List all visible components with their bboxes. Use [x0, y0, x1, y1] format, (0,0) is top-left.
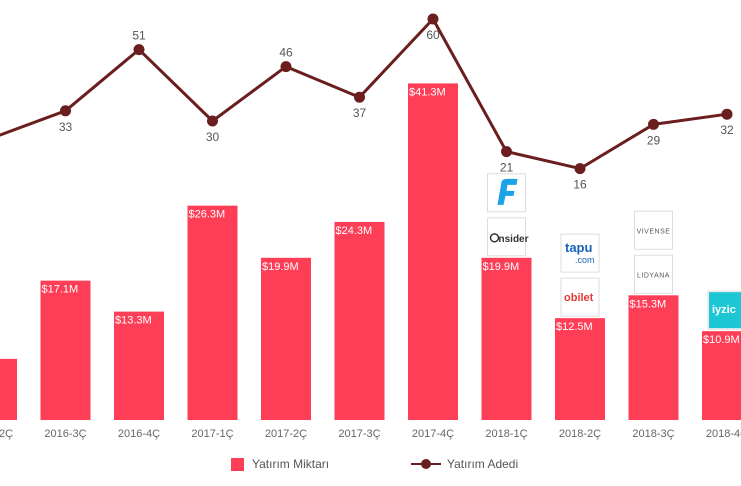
count-label: 46: [279, 46, 293, 60]
bar-value-label: $26.3M: [189, 209, 226, 221]
count-label: 30: [206, 130, 220, 144]
logo-frame: [560, 277, 600, 317]
logo-tapu-text: tapu: [565, 240, 593, 255]
logo-obilet-text: obilet: [564, 292, 594, 304]
bar: [187, 205, 238, 420]
count-point: [501, 146, 512, 158]
legend-item-bar: Yatırım Miktarı: [231, 457, 329, 471]
count-label: 32: [720, 123, 734, 137]
count-point: [427, 13, 439, 25]
count-point: [574, 163, 586, 175]
legend-line-label: Yatırım Adedi: [447, 457, 519, 471]
company-logo: VIVENSE: [634, 210, 673, 250]
category-label: 2017-4Ç: [412, 428, 454, 440]
bar-value-label: $10.9M: [703, 334, 740, 346]
category-label: 2018-1Ç: [485, 428, 527, 440]
count-label: 29: [647, 133, 661, 147]
logo-f-mark: [497, 178, 518, 205]
count-label: 21: [500, 161, 514, 175]
bar: [40, 280, 91, 420]
bar-value-label: $12.5M: [556, 321, 593, 333]
logo-frame: [487, 217, 526, 257]
company-logo: iyzic: [707, 290, 741, 330]
logo-wordmark: VIVENSE: [637, 228, 671, 235]
legend-item-line: Yatırım Adedi: [411, 457, 518, 471]
logo-iyzico-text: iyzic: [712, 304, 736, 316]
logo-iyzico-bg: [709, 292, 741, 329]
bar: [555, 318, 605, 420]
legend: Yatırım Miktarı Yatırım Adedi: [0, 457, 741, 477]
bar: [114, 311, 164, 420]
bar: [261, 257, 311, 420]
company-logo: tapu.com: [560, 233, 600, 273]
count-point: [133, 44, 145, 56]
count-label: 60: [426, 28, 440, 42]
bar: [334, 221, 385, 420]
logo-insider-text: nsider: [499, 234, 529, 245]
bar-value-label: $15.3M: [630, 298, 667, 310]
bar: [408, 83, 458, 420]
bar-value-label: $24.3M: [336, 225, 373, 237]
labels-layer: 2533513046376021162932: [59, 28, 734, 192]
category-label: 2017-3Ç: [338, 428, 380, 440]
count-point: [721, 108, 733, 120]
company-logo: LIDYANA: [634, 254, 673, 294]
count-point: [354, 91, 365, 103]
company-logo: nsider: [487, 217, 529, 257]
logos-layer: nsider tapu.com obilet VIVENSE LIDYANA iyzic: [487, 173, 741, 330]
count-label: 37: [353, 106, 367, 120]
bar: [0, 358, 17, 420]
company-logo: [487, 173, 526, 213]
category-label: 2016-4Ç: [118, 428, 160, 440]
bar-value-label: $19.9M: [262, 261, 299, 273]
bar-value-label: $41.3M: [409, 86, 446, 98]
category-label: 2017-1Ç: [191, 428, 233, 440]
logo-frame: [560, 233, 600, 273]
legend-bar-swatch: [231, 457, 244, 471]
count-point: [60, 105, 71, 117]
category-label: 2018-4Ç: [706, 428, 741, 440]
bars-layer: $7.5M2016-2Ç$17.1M2016-3Ç$13.3M2016-4Ç$2…: [0, 83, 741, 440]
bar: [702, 331, 741, 420]
bar: [628, 295, 679, 420]
bar: [481, 257, 532, 420]
line-layer: [0, 13, 733, 175]
count-label: 51: [132, 29, 146, 43]
bar-value-label: $19.9M: [483, 261, 520, 273]
category-label: 2018-3Ç: [632, 428, 674, 440]
count-label: 16: [573, 178, 587, 192]
category-label: 2016-3Ç: [44, 428, 86, 440]
category-label: 2016-2Ç: [0, 428, 13, 440]
legend-bar-label: Yatırım Miktarı: [252, 457, 330, 471]
count-label: 33: [59, 120, 73, 134]
count-point: [280, 61, 292, 73]
logo-tapu-com: .com: [575, 255, 595, 265]
logo-wordmark: LIDYANA: [637, 272, 670, 279]
logo-frame: [634, 210, 673, 250]
category-label: 2017-2Ç: [265, 428, 307, 440]
count-point: [648, 118, 659, 130]
company-logo: obilet: [560, 277, 600, 317]
legend-line-swatch: [411, 458, 441, 470]
count-point: [207, 115, 218, 127]
category-label: 2018-2Ç: [559, 428, 601, 440]
bar-value-label: $17.1M: [42, 284, 79, 296]
logo-frame: [634, 254, 673, 294]
logo-insider-dot: [489, 233, 500, 243]
bar-value-label: $13.3M: [115, 315, 152, 327]
